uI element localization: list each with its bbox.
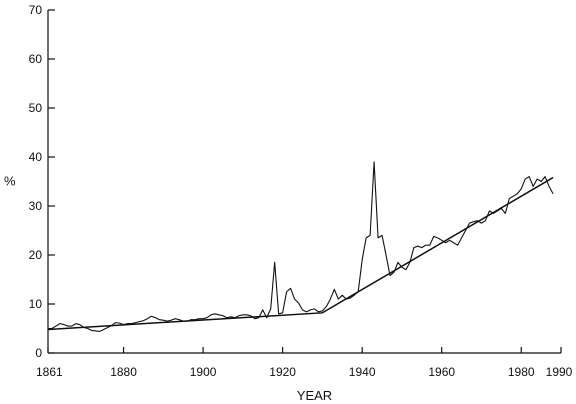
y-ticks: 0 10 20 30 40 50 60 70 [29, 3, 55, 360]
x-tick-label: 1980 [508, 365, 535, 379]
y-axis-label: % [4, 174, 16, 189]
y-tick-label: 50 [29, 101, 43, 115]
series-line-trend [47, 176, 554, 331]
y-tick-label: 10 [29, 297, 43, 311]
y-tick-label: 60 [29, 52, 43, 66]
x-ticks: 1861 1880 1900 1920 1940 1960 1980 1990 [36, 347, 573, 379]
y-tick-label: 0 [35, 346, 42, 360]
x-tick-label: 1880 [110, 365, 137, 379]
x-axis-label: YEAR [297, 388, 332, 403]
x-tick-label: 1920 [269, 365, 296, 379]
x-tick-label: 1990 [546, 365, 573, 379]
y-tick-label: 70 [29, 3, 43, 17]
axes [47, 10, 561, 354]
x-tick-label: 1960 [428, 365, 455, 379]
series-line-actual [48, 161, 554, 332]
y-tick-label: 20 [29, 248, 43, 262]
x-tick-label: 1861 [36, 365, 63, 379]
plot-area [47, 161, 554, 332]
x-tick-label: 1900 [190, 365, 217, 379]
y-tick-label: 30 [29, 199, 43, 213]
y-tick-label: 40 [29, 150, 43, 164]
x-tick-label: 1940 [349, 365, 376, 379]
